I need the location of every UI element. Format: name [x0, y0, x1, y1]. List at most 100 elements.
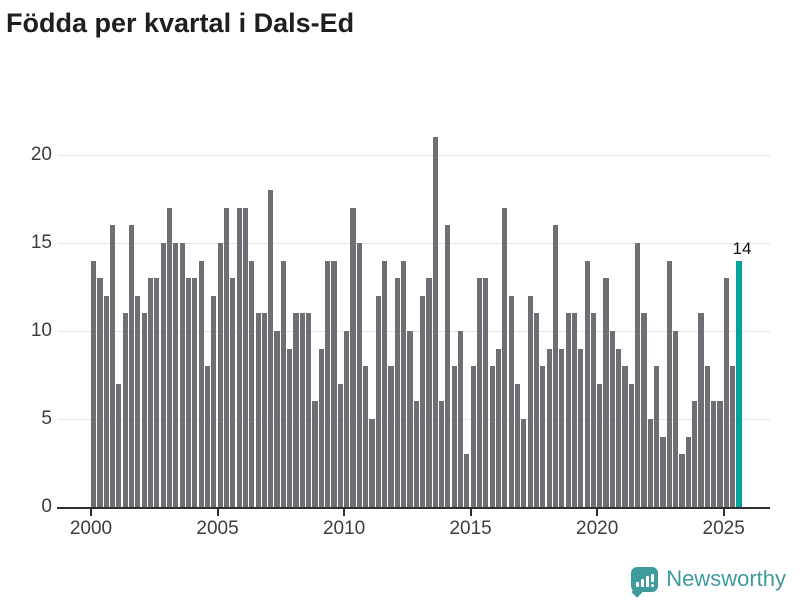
bar: [457, 331, 464, 507]
bar: [217, 243, 223, 507]
bar: [432, 137, 438, 507]
bar: [622, 366, 628, 507]
bar: [597, 383, 603, 507]
bar: [154, 278, 160, 507]
page-title: Födda per kvartal i Dals-Ed: [6, 8, 355, 38]
x-axis-tick-label: 2025: [702, 518, 745, 539]
bar: [723, 278, 729, 507]
bar: [97, 278, 103, 507]
bar: [382, 260, 388, 507]
y-axis-tick-label: 5: [41, 408, 52, 429]
y-gridline: [58, 154, 770, 156]
y-axis-tick-label: 0: [41, 496, 52, 517]
bar: [350, 207, 356, 507]
bar: [192, 278, 198, 507]
x-axis-tick: [343, 509, 346, 516]
bar: [489, 366, 495, 507]
bar: [514, 383, 521, 507]
brand-name: Newsworthy: [666, 566, 786, 591]
bar: [685, 436, 691, 507]
bar: [647, 419, 653, 507]
bar: [502, 207, 508, 507]
x-axis-tick: [722, 509, 725, 516]
bar: [401, 260, 407, 507]
bar: [426, 278, 432, 507]
bar: [698, 313, 704, 507]
bar: [628, 383, 634, 507]
bar: [179, 243, 185, 507]
bar: [673, 331, 679, 507]
bar: [255, 313, 261, 507]
bar: [464, 454, 470, 507]
bar: [369, 419, 375, 507]
bar: [198, 260, 204, 507]
bar: [312, 401, 318, 507]
brand-footer: Newsworthy: [631, 566, 786, 598]
x-axis-tick-label: 2005: [196, 518, 239, 539]
bar: [546, 348, 552, 507]
bar: [280, 260, 286, 507]
bar: [249, 260, 255, 507]
bar: [730, 366, 736, 507]
bar: [147, 278, 154, 507]
bar: [356, 243, 362, 507]
newsworthy-logo-icon: [631, 566, 659, 598]
bar: [337, 383, 343, 507]
bar: [306, 313, 312, 507]
bar: [173, 243, 179, 507]
x-axis-tick-label: 2000: [69, 518, 113, 539]
bar: [274, 331, 280, 507]
bar: [318, 348, 324, 507]
bar: [261, 313, 268, 507]
bar: [521, 419, 527, 507]
bar: [590, 313, 597, 507]
bar: [407, 331, 413, 507]
bar: [122, 313, 128, 507]
bar: [445, 225, 451, 507]
bar: [236, 207, 242, 507]
bar: [325, 260, 331, 507]
bar: [109, 225, 116, 507]
bar: [470, 366, 476, 507]
bar: [660, 436, 666, 507]
y-axis-tick-label: 15: [30, 232, 52, 253]
bar: [565, 313, 571, 507]
logo-bar-icon: [640, 578, 644, 587]
bar: [211, 295, 217, 507]
bar: [242, 207, 249, 507]
bar: [692, 401, 698, 507]
logo-bar-icon: [645, 575, 649, 587]
bar: [616, 348, 622, 507]
bar: [438, 401, 445, 507]
y-gridline: [58, 330, 770, 332]
bar: [559, 348, 565, 507]
bar: [116, 383, 122, 507]
bar: [552, 225, 559, 507]
bar: [527, 295, 533, 507]
x-axis-line: [57, 507, 770, 509]
latest-value-annotation: 14: [732, 238, 752, 258]
bar: [495, 348, 502, 507]
bar: [679, 454, 685, 507]
bar: [578, 348, 584, 507]
bar: [293, 313, 299, 507]
bar: [128, 225, 135, 507]
bar: [223, 207, 230, 507]
bar: [363, 366, 369, 507]
x-axis-tick: [90, 509, 92, 516]
bar: [299, 313, 305, 507]
bar: [483, 278, 489, 507]
bar: [103, 295, 109, 507]
bar: [533, 313, 540, 507]
bar: [204, 366, 211, 507]
exclamation-icon: [650, 574, 654, 587]
bar: [420, 295, 426, 507]
bar: [287, 348, 293, 507]
x-axis-tick: [596, 509, 599, 516]
bar: [584, 260, 590, 507]
bar: [331, 260, 337, 507]
bar: [704, 366, 710, 507]
bar: [375, 295, 381, 507]
bar: [635, 243, 641, 507]
